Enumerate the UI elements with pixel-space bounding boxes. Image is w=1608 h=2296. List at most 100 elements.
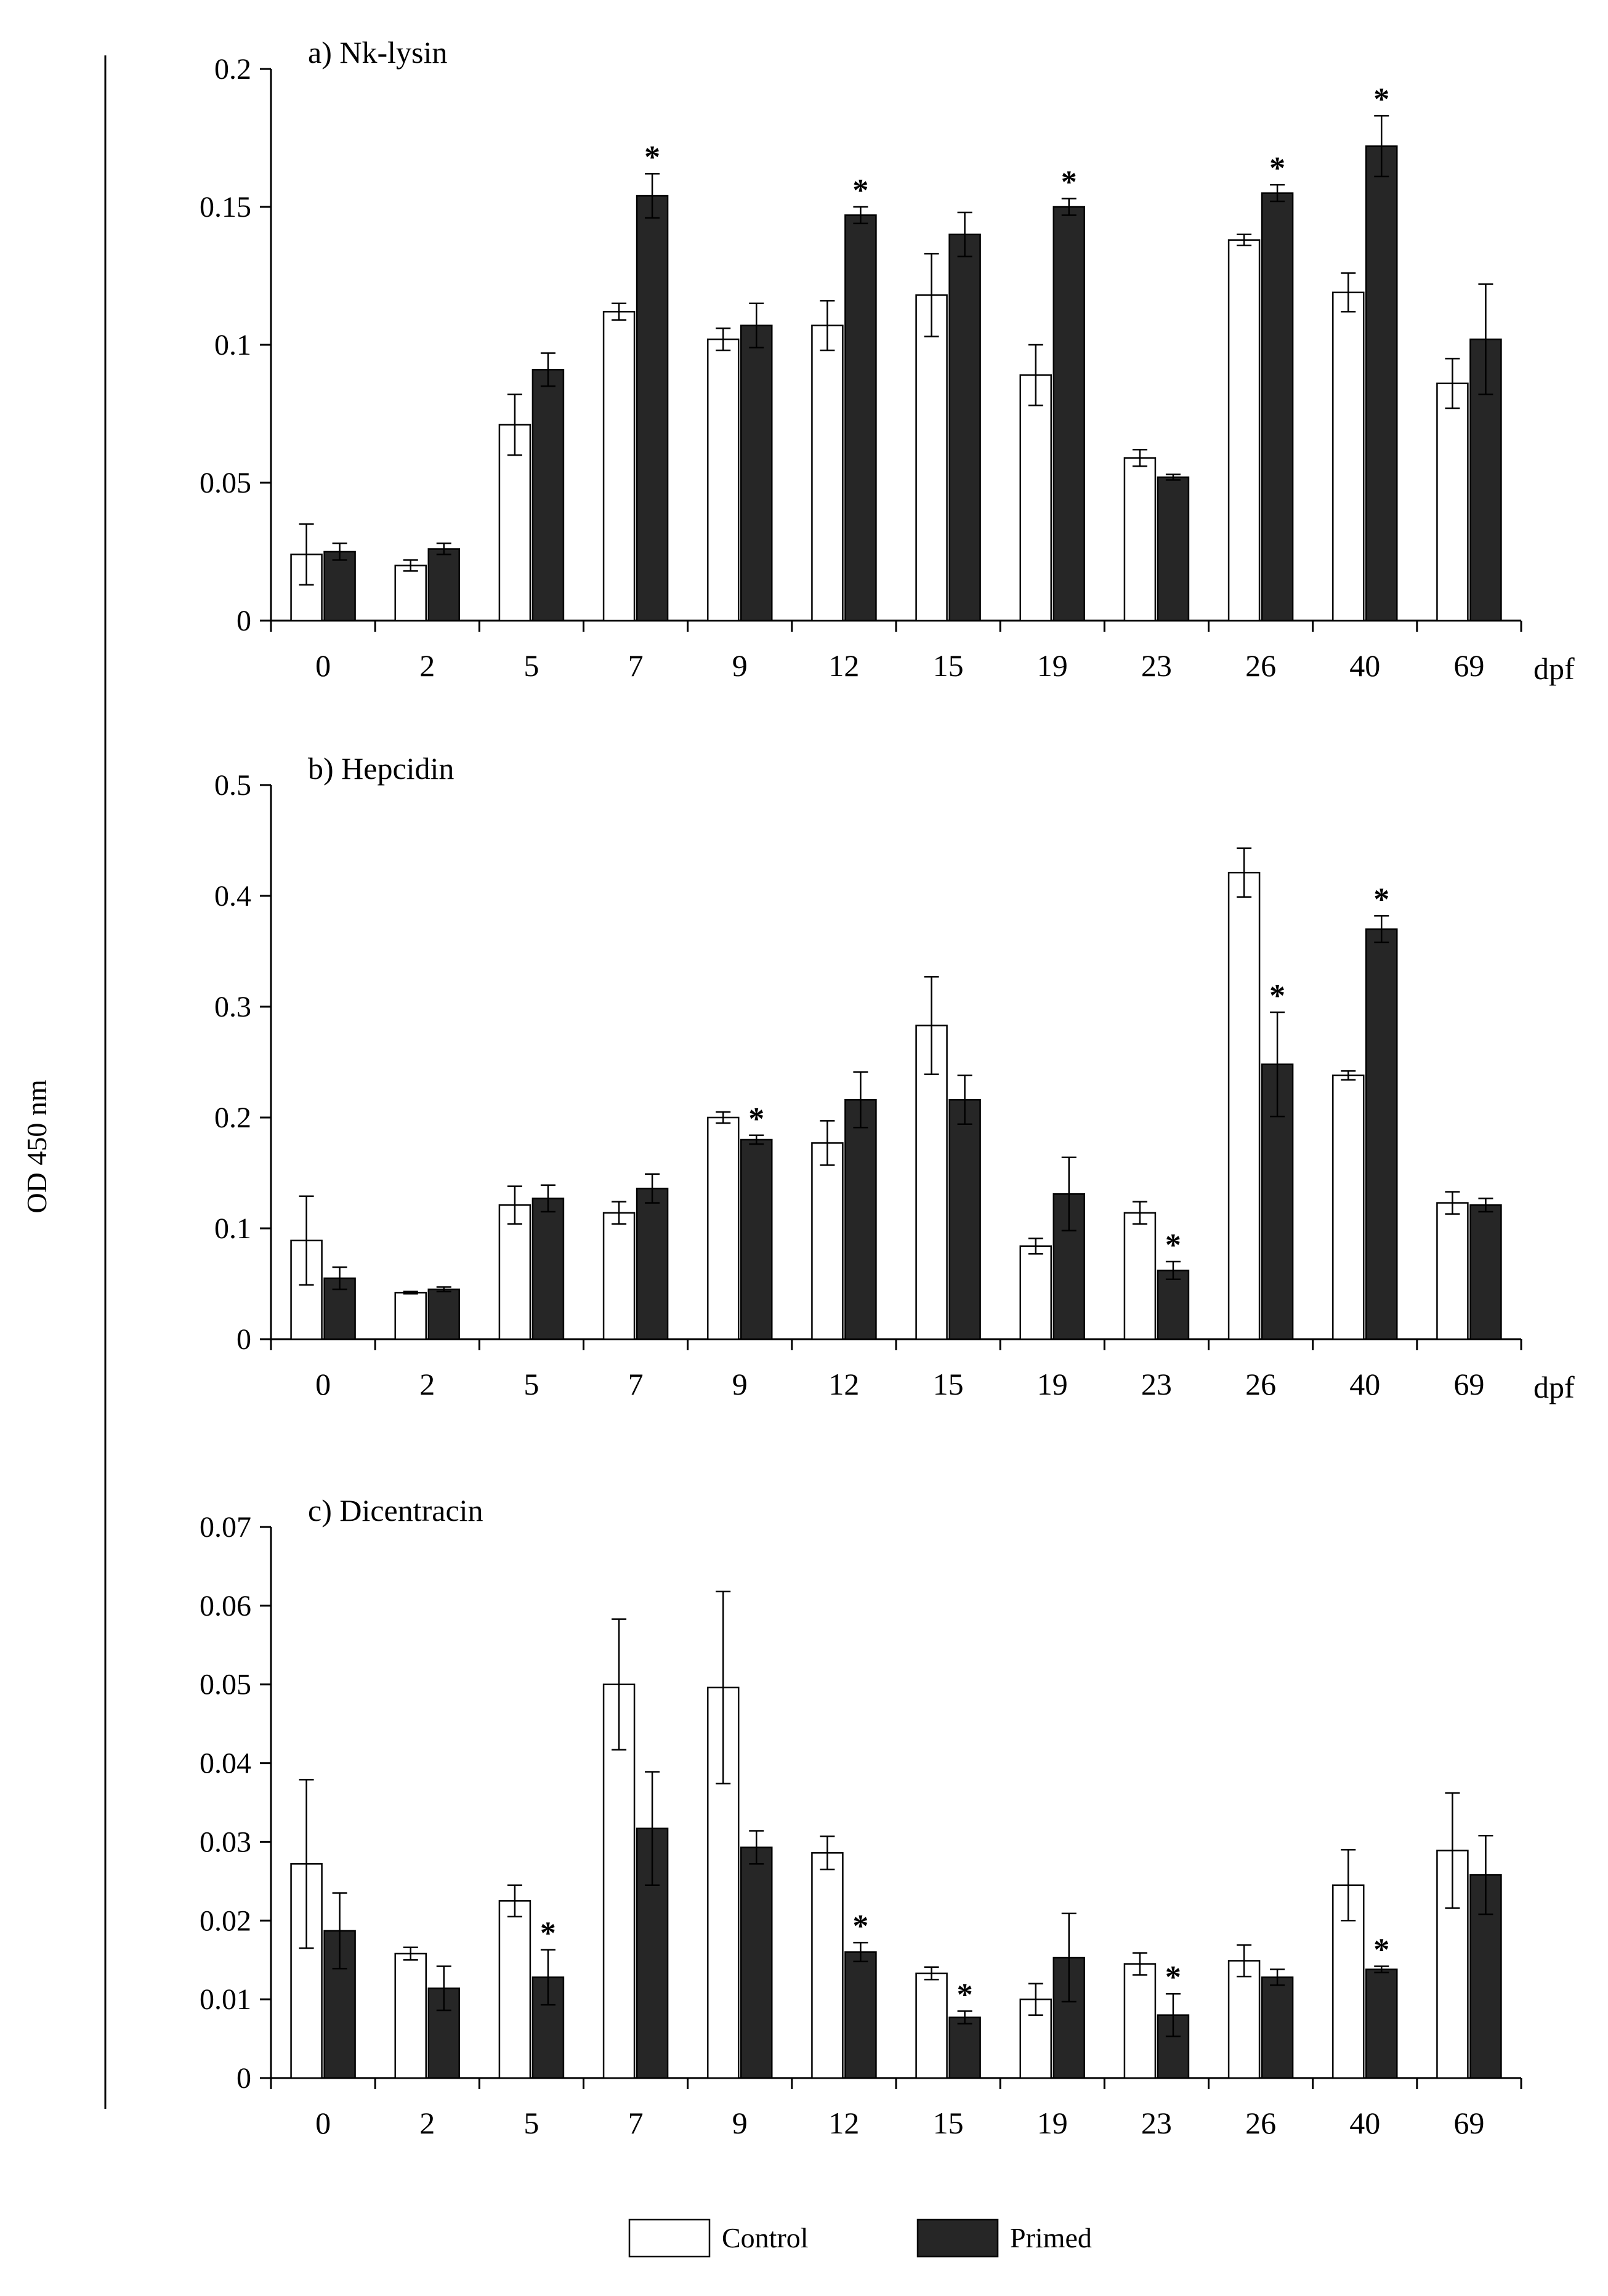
legend-label-primed: Primed	[1010, 2222, 1092, 2254]
bar-primed-26	[1261, 1976, 1294, 2079]
y-tick-label: 0	[236, 2062, 251, 2095]
x-tick-label-5: 5	[523, 2106, 539, 2140]
bar-primed-40	[1365, 145, 1398, 622]
y-tick-label: 0.05	[200, 1669, 251, 1701]
bar-control-7	[602, 1212, 636, 1340]
x-tick-label-2: 2	[419, 1367, 435, 1401]
x-tick-label-40: 40	[1349, 2106, 1380, 2140]
y-tick-label: 0.15	[200, 191, 251, 224]
chart-title: b) Hepcidin	[308, 751, 454, 786]
bar-control-15	[915, 294, 948, 622]
x-tick-label-9: 9	[732, 1367, 748, 1401]
bar-primed-2	[427, 1288, 460, 1340]
x-tick-label-69: 69	[1453, 648, 1484, 683]
bar-control-5	[498, 1204, 531, 1340]
y-tick-label: 0.07	[200, 1511, 251, 1544]
bar-control-12	[811, 324, 844, 622]
y-tick-label: 0.01	[200, 1983, 251, 2016]
bar-primed-23	[1157, 476, 1190, 622]
significance-marker: *	[540, 1916, 556, 1951]
bar-control-9	[707, 338, 740, 622]
bar-primed-19	[1052, 206, 1085, 622]
bar-control-9	[707, 1116, 740, 1340]
bar-primed-69	[1469, 1204, 1502, 1340]
bar-primed-40	[1365, 1968, 1398, 2079]
bar-control-12	[811, 1142, 844, 1340]
x-tick-label-7: 7	[628, 1367, 644, 1401]
bar-control-2	[394, 1952, 427, 2079]
y-tick-label: 0.04	[200, 1747, 251, 1780]
bar-primed-7	[636, 1187, 669, 1340]
chart-title: c) Dicentracin	[308, 1493, 483, 1528]
x-tick-label-7: 7	[628, 648, 644, 683]
bar-primed-9	[740, 1847, 773, 2079]
bar-control-23	[1123, 1212, 1157, 1340]
y-tick-label: 0.4	[214, 880, 251, 912]
bar-control-69	[1436, 382, 1469, 622]
bar-primed-23	[1157, 1270, 1190, 1340]
x-tick-label-9: 9	[732, 648, 748, 683]
bar-control-12	[811, 1852, 844, 2079]
x-tick-label-23: 23	[1141, 2106, 1172, 2140]
bar-primed-40	[1365, 928, 1398, 1340]
bar-primed-5	[531, 369, 565, 622]
x-tick-label-9: 9	[732, 2106, 748, 2140]
significance-marker: *	[1373, 82, 1389, 117]
bar-control-23	[1123, 457, 1157, 622]
bar-control-23	[1123, 1963, 1157, 2079]
legend-swatch-control	[628, 2218, 711, 2258]
x-tick-label-26: 26	[1245, 2106, 1276, 2140]
x-tick-label-0: 0	[315, 1367, 331, 1401]
significance-marker: *	[852, 1909, 868, 1944]
chart-panel-dicentracin: c) Dicentracin 0 0.01 0.02 0.03 0.04 0.05 0.06 0…	[200, 1493, 1522, 2140]
x-tick-label-5: 5	[523, 1367, 539, 1401]
x-axis-unit-label: dpf	[1533, 651, 1575, 686]
bar-primed-0	[323, 550, 356, 622]
x-tick-label-15: 15	[933, 2106, 964, 2140]
x-tick-label-12: 12	[828, 1367, 859, 1401]
significance-marker: *	[1269, 151, 1285, 186]
significance-marker: *	[1373, 882, 1389, 917]
significance-marker: *	[644, 140, 660, 175]
chart-panel-hepcidin: b) Hepcidin 0 0.1 0.2 0.3 0.4 0.5 0 2 5 7 9 12 15 19 23…	[214, 751, 1575, 1404]
y-tick-label: 0.06	[200, 1590, 251, 1622]
x-tick-label-69: 69	[1453, 1367, 1484, 1401]
y-tick-label: 0.2	[214, 53, 251, 86]
bar-control-15	[915, 1972, 948, 2079]
y-tick-label: 0	[236, 605, 251, 637]
bar-control-69	[1436, 1202, 1469, 1340]
y-tick-label: 0.3	[214, 991, 251, 1023]
x-tick-label-23: 23	[1141, 1367, 1172, 1401]
x-tick-label-15: 15	[933, 1367, 964, 1401]
y-tick-label: 0.03	[200, 1826, 251, 1858]
bar-primed-12	[844, 214, 877, 622]
bar-control-19	[1019, 1245, 1052, 1340]
bar-control-5	[498, 1900, 531, 2079]
bar-primed-9	[740, 324, 773, 622]
legend: Control Primed	[628, 2218, 1092, 2258]
bar-primed-26	[1261, 192, 1294, 622]
x-tick-label-2: 2	[419, 2106, 435, 2140]
x-tick-label-12: 12	[828, 2106, 859, 2140]
y-tick-label: 0.5	[214, 769, 251, 802]
bar-primed-15	[948, 233, 981, 622]
y-tick-label: 0.1	[214, 1212, 251, 1245]
significance-marker: *	[1061, 165, 1077, 200]
significance-marker: *	[852, 173, 868, 208]
bar-primed-69	[1469, 338, 1502, 622]
bar-primed-5	[531, 1198, 565, 1340]
x-tick-label-5: 5	[523, 648, 539, 683]
y-axis-label: OD 450 nm	[21, 1079, 52, 1213]
chart-panel-nk-lysin: a) Nk-lysin 0 0.05 0.1 0.15 0.2 0 2 5 7 9 12 15 19 23 2…	[200, 35, 1575, 686]
bar-control-26	[1227, 239, 1261, 622]
bar-control-19	[1019, 374, 1052, 622]
x-tick-label-19: 19	[1037, 648, 1068, 683]
x-tick-label-0: 0	[315, 648, 331, 683]
y-tick-label: 0.1	[214, 329, 251, 361]
x-tick-label-12: 12	[828, 648, 859, 683]
bar-primed-9	[740, 1138, 773, 1340]
x-tick-label-2: 2	[419, 648, 435, 683]
legend-label-control: Control	[722, 2222, 809, 2254]
bar-primed-7	[636, 1827, 669, 2079]
